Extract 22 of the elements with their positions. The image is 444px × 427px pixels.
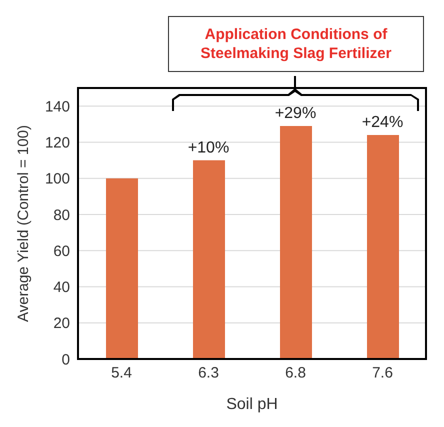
bar [367,134,399,359]
y-tick-label: 100 [44,170,70,188]
y-tick-label: 0 [62,351,70,368]
annotation: +10% [188,139,230,156]
y-tick-label: 60 [53,242,70,260]
x-tick-label: 6.3 [198,364,219,382]
annotation: +29% [274,104,316,122]
x-tick-label: 6.8 [285,364,306,382]
y-tick-label: 20 [53,315,70,332]
y-axis-title: Average Yield (Control = 100) [15,125,32,322]
x-tick-label: 7.6 [372,364,393,382]
y-tick-label: 120 [44,134,70,152]
y-tick-label: 140 [44,98,70,116]
text: Application Conditions of Steelmaking Slag Fertilizer [168,16,424,72]
bar [193,160,225,359]
x-axis-title: Soil pH [226,396,278,413]
annotation: +24% [362,114,404,131]
y-tick-label: 80 [53,206,70,224]
x-tick-label: 5.4 [111,364,132,382]
y-tick-label: 40 [53,279,70,296]
bar [280,126,312,359]
bar [106,178,138,359]
